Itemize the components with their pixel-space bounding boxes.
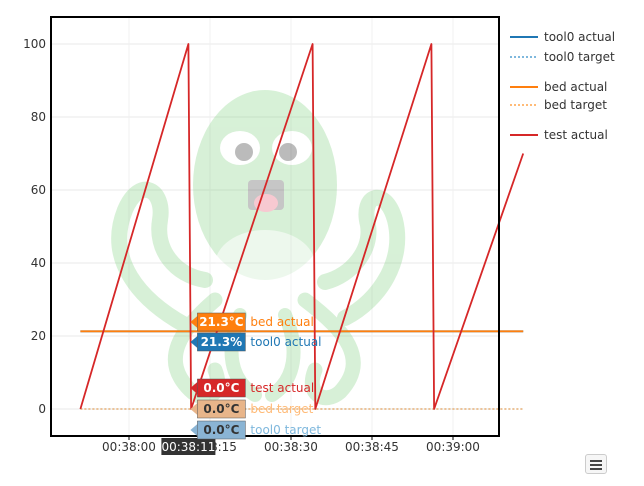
tooltip-pointer xyxy=(190,316,198,328)
x-tick-label: 00:38:30 xyxy=(264,440,318,454)
tooltip-pointer xyxy=(190,382,198,394)
axis-layer: 02040608010000:38:0000:38:1500:38:3000:3… xyxy=(23,37,480,455)
y-tick-label: 80 xyxy=(31,110,46,124)
x-tick-label: 00:38:00 xyxy=(102,440,156,454)
legend-item-tool0-target[interactable]: tool0 target xyxy=(544,50,615,64)
tooltip-value-box xyxy=(197,378,246,398)
menu-dot xyxy=(590,464,592,466)
chart-menu-button[interactable] xyxy=(585,454,607,474)
menu-line xyxy=(592,460,602,462)
tooltip-value: 21.3°C xyxy=(199,315,244,329)
menu-dot xyxy=(590,468,592,470)
tooltip-series-name: tool0 target xyxy=(250,423,321,437)
menu-line xyxy=(592,468,602,470)
tooltip-pointer xyxy=(190,403,198,415)
hover-tooltips: 21.3°C bed actual 21.3% tool0 actual 0.0°C te… xyxy=(190,312,322,440)
tooltip-series-name: bed actual xyxy=(250,315,313,329)
legend-item-test-actual[interactable]: test actual xyxy=(544,128,608,142)
hover-time-box xyxy=(161,438,216,455)
tooltip-series-name: test actual xyxy=(250,381,314,395)
tooltip-value: 0.0°C xyxy=(203,423,239,437)
tooltip-value: 21.3% xyxy=(201,335,243,349)
tooltip-value-box xyxy=(197,332,246,352)
y-tick-label: 0 xyxy=(38,402,46,416)
menu-dot xyxy=(590,460,592,462)
y-tick-label: 60 xyxy=(31,183,46,197)
menu-line xyxy=(592,464,602,466)
tooltip-pointer xyxy=(190,424,198,436)
tooltip-value: 0.0°C xyxy=(203,381,239,395)
series-line-test-actual xyxy=(79,43,525,410)
x-tick-label: 00:38:45 xyxy=(345,440,399,454)
legend-item-tool0-actual[interactable]: tool0 actual xyxy=(544,30,615,44)
legend-item-bed-target[interactable]: bed target xyxy=(544,98,607,112)
tooltip-value: 0.0°C xyxy=(203,402,239,416)
tooltip-value-box xyxy=(197,420,246,440)
x-tick-label: 00:39:00 xyxy=(426,440,480,454)
tooltip-value-box xyxy=(197,399,246,419)
legend-item-bed-actual[interactable]: bed actual xyxy=(544,80,607,94)
tooltip-series-name: tool0 actual xyxy=(250,335,321,349)
tooltip-value-box xyxy=(197,312,246,332)
tooltip-pointer xyxy=(190,336,198,348)
grid-layer xyxy=(51,17,499,436)
y-tick-label: 40 xyxy=(31,256,46,270)
y-tick-label: 100 xyxy=(23,37,46,51)
y-tick-label: 20 xyxy=(31,329,46,343)
hover-time-label: 00:38:11 xyxy=(161,440,215,454)
tooltip-series-name: bed target xyxy=(250,402,313,416)
plot-frame xyxy=(50,16,500,437)
chart-legend[interactable]: tool0 actual tool0 target bed actual bed ta… xyxy=(510,30,615,142)
series-layer xyxy=(79,43,525,410)
